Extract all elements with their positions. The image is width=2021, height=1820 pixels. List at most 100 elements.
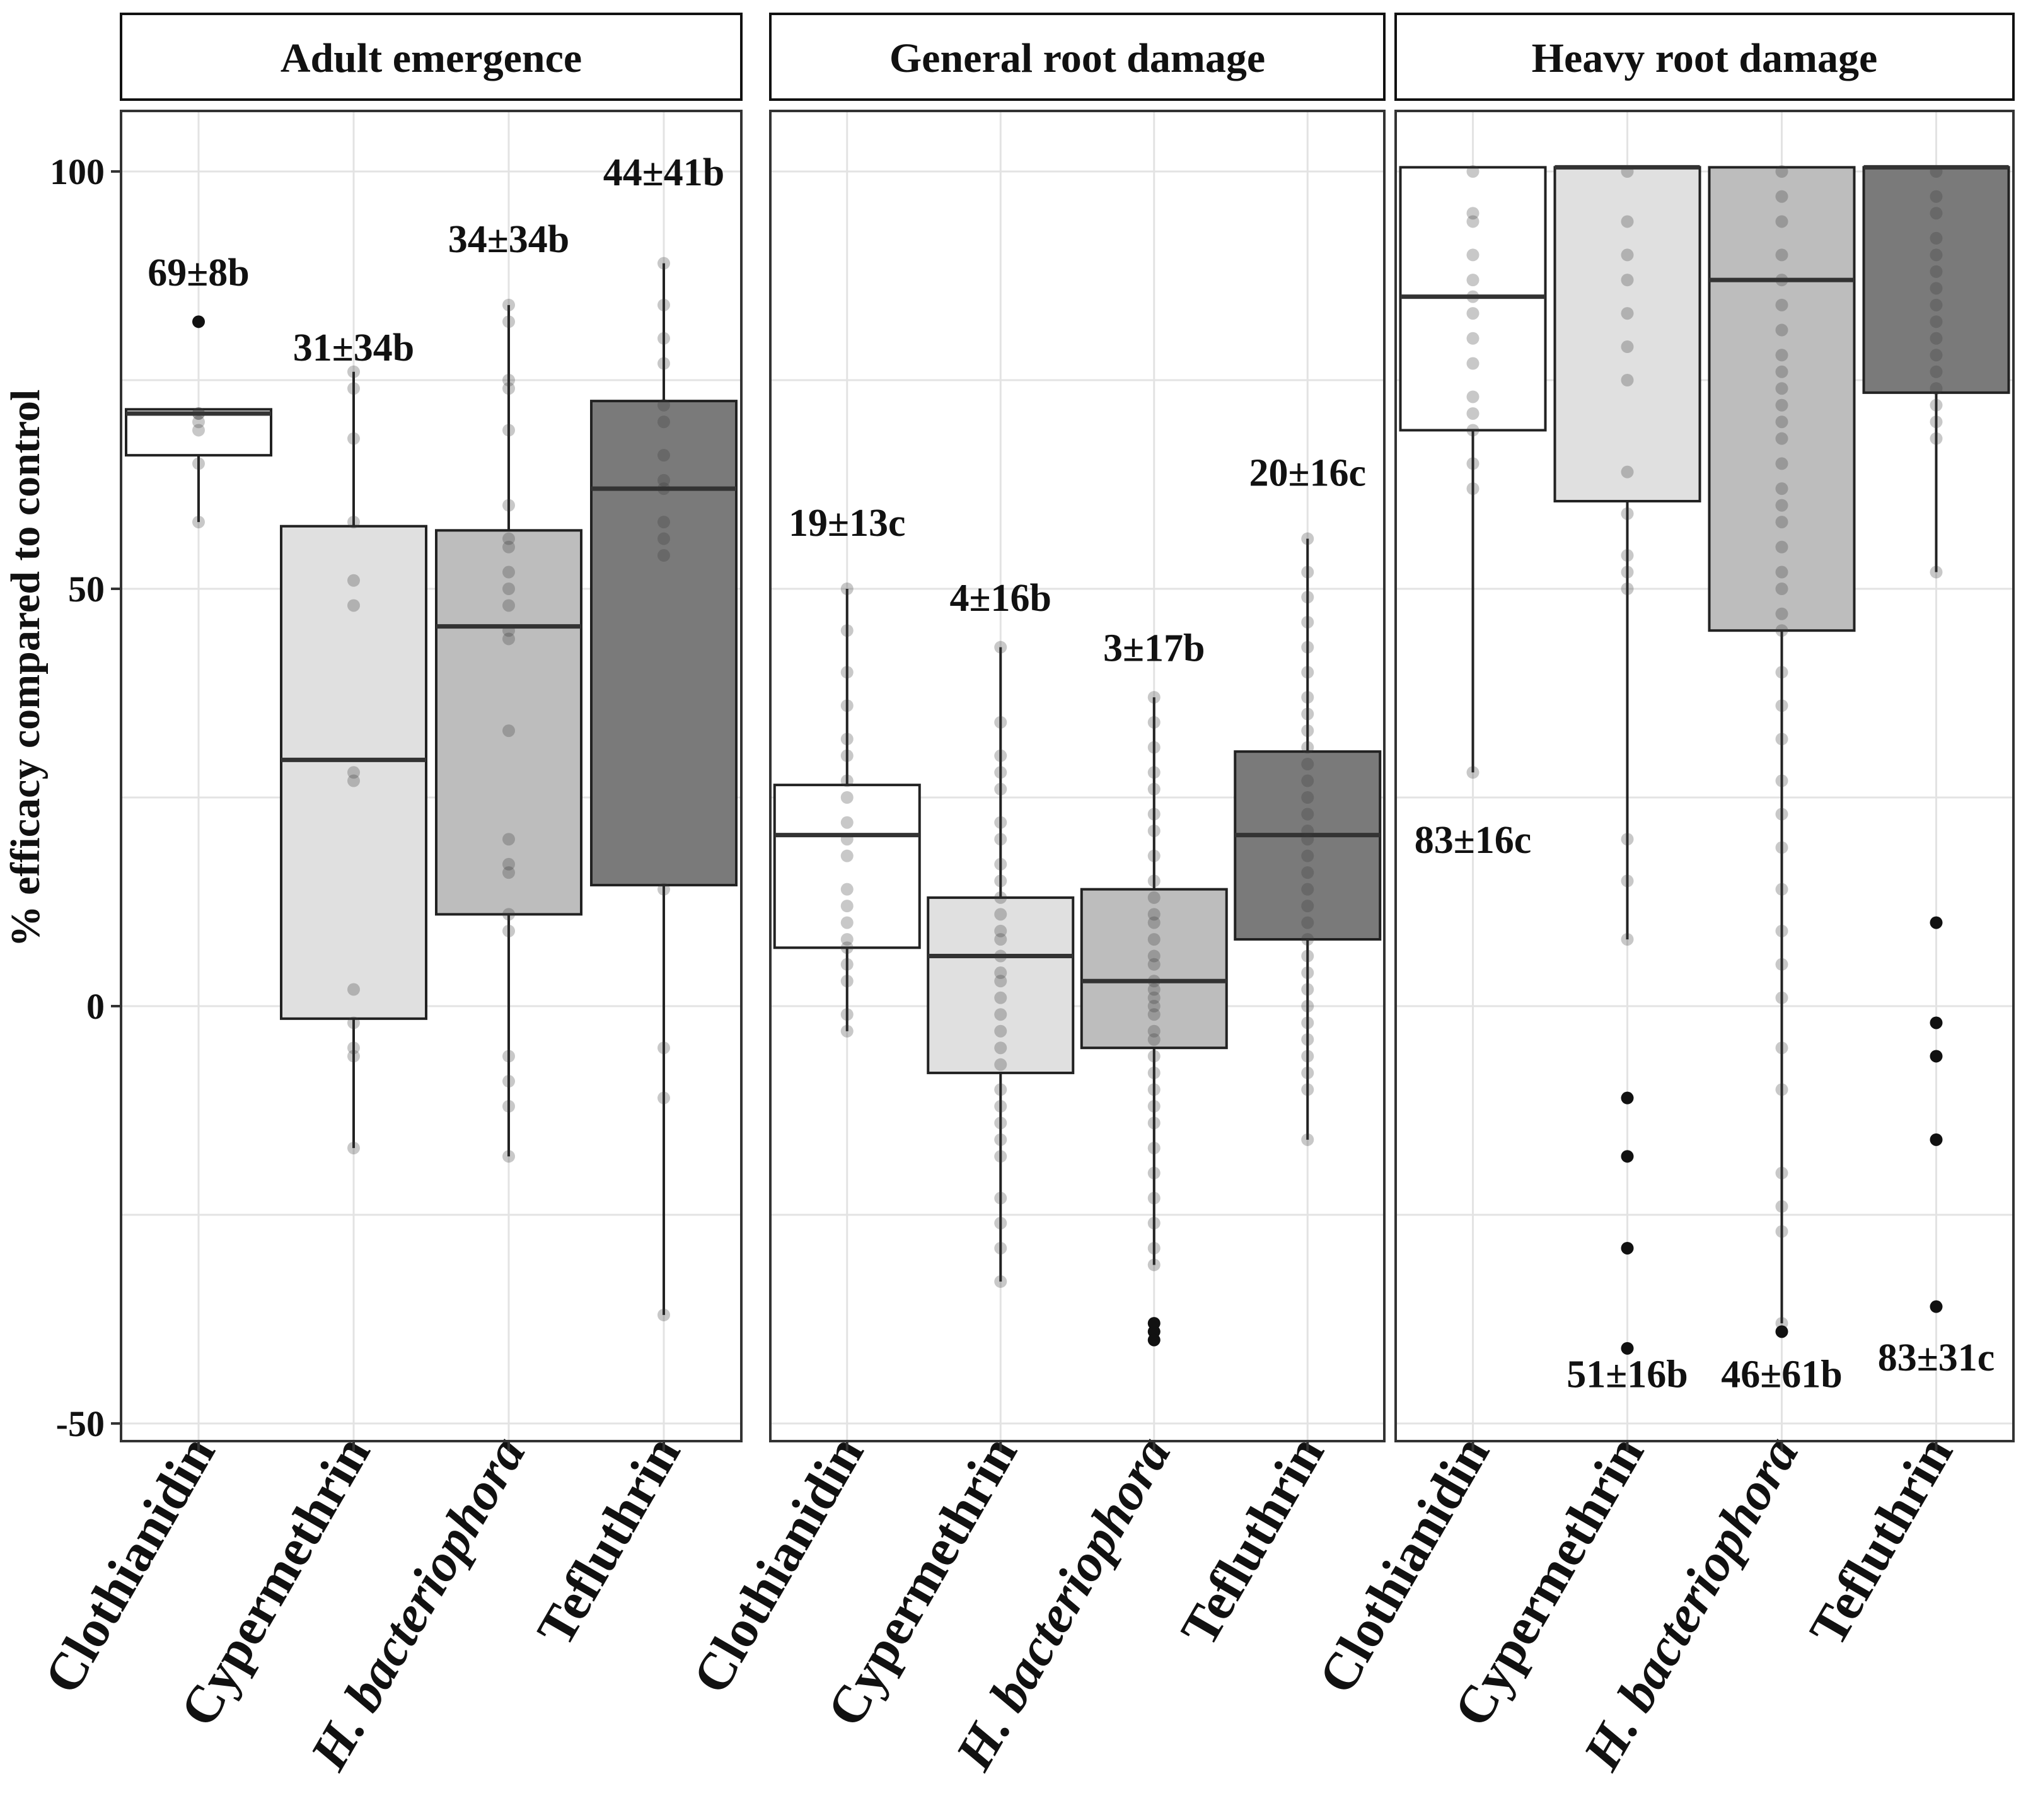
data-point [840, 816, 854, 829]
data-point [1301, 916, 1314, 929]
box-group-3: 3±17b [1080, 627, 1228, 1347]
data-point [1466, 766, 1480, 779]
data-point [1147, 958, 1161, 971]
outlier-point [1621, 1150, 1634, 1163]
outlier-point [1147, 1333, 1161, 1347]
data-point [1621, 833, 1634, 846]
data-point [347, 516, 360, 529]
data-point [840, 941, 854, 954]
data-point [1621, 215, 1634, 228]
data-point [994, 874, 1007, 888]
data-point [1775, 382, 1788, 395]
data-point [1301, 640, 1314, 654]
box-annotation: 20±16c [1249, 452, 1366, 495]
data-point [994, 749, 1007, 762]
data-point [1466, 424, 1480, 437]
box-group-2: 31±34b [280, 327, 427, 1155]
box-annotation: 46±61b [1721, 1353, 1843, 1396]
data-point [1775, 323, 1788, 337]
outlier-point [1930, 1016, 1943, 1029]
data-point [1930, 349, 1943, 362]
data-point [347, 1041, 360, 1055]
data-point [1775, 699, 1788, 712]
data-point [657, 1308, 670, 1321]
data-point [840, 1008, 854, 1021]
data-point [502, 624, 515, 637]
data-point [840, 666, 854, 679]
data-point [1930, 298, 1943, 311]
data-point [1147, 1099, 1161, 1113]
box-iqr [773, 784, 921, 949]
box-group-3: 34±34b [435, 218, 582, 1163]
data-point [502, 315, 515, 328]
data-point [192, 407, 205, 420]
data-point [1301, 933, 1314, 946]
y-tick-label: 50 [68, 569, 105, 610]
data-point [1621, 565, 1634, 579]
box-annotation: 69±8b [148, 252, 250, 294]
data-point [347, 1142, 360, 1155]
data-point [502, 1050, 515, 1063]
data-point [840, 833, 854, 846]
data-point [1301, 808, 1314, 821]
data-point [1775, 516, 1788, 529]
data-point [1621, 248, 1634, 262]
box-iqr [1862, 166, 2010, 394]
panels: Adult emergence69±8bClothianidin31±34bCy… [33, 13, 2015, 1780]
data-point [1775, 883, 1788, 896]
data-point [502, 1099, 515, 1113]
data-point [1621, 507, 1634, 520]
box-iqr [435, 529, 582, 916]
box-iqr [1708, 166, 1856, 632]
data-point [1147, 1083, 1161, 1096]
data-point [994, 640, 1007, 654]
data-point [1147, 908, 1161, 921]
data-point [1930, 332, 1943, 345]
data-point [1621, 933, 1634, 946]
data-point [1466, 165, 1480, 178]
box-group-1: 19±13c [773, 502, 921, 1038]
data-point [840, 791, 854, 804]
data-point [657, 516, 670, 529]
box-iqr [927, 896, 1075, 1074]
data-point [1775, 1225, 1788, 1238]
data-point [1775, 1166, 1788, 1180]
data-point [1775, 991, 1788, 1004]
panel-2: General root damage19±13cClothianidin4±1… [681, 13, 1386, 1780]
x-tick-label: Tefluthrin [1169, 1427, 1335, 1655]
box-group-4: 44±41b [590, 151, 738, 1321]
data-point [994, 891, 1007, 904]
data-point [840, 975, 854, 988]
data-point [502, 599, 515, 612]
y-axis: 100 50 0 -50 [50, 151, 121, 1444]
data-point [1301, 1000, 1314, 1012]
box-annotation: 19±13c [789, 502, 906, 545]
data-point [1147, 916, 1161, 929]
data-point [840, 883, 854, 896]
box-group-3: 46±61b [1708, 165, 1856, 1396]
data-point [1301, 615, 1314, 629]
data-point [1775, 774, 1788, 787]
box-annotation: 83±31c [1878, 1336, 1995, 1379]
data-point [1147, 1258, 1161, 1272]
data-point [657, 883, 670, 896]
data-point [1301, 666, 1314, 679]
data-point [1621, 274, 1634, 287]
data-point [840, 624, 854, 637]
data-point [192, 457, 205, 470]
data-point [1147, 1033, 1161, 1046]
data-point [502, 1075, 515, 1088]
data-point [502, 374, 515, 386]
data-point [1621, 549, 1634, 562]
data-point [1301, 1033, 1314, 1046]
box-annotation: 34±34b [448, 218, 570, 261]
data-point [657, 532, 670, 545]
data-point [994, 966, 1007, 980]
data-point [1621, 583, 1634, 595]
data-point [840, 749, 854, 762]
data-point [1621, 874, 1634, 888]
data-point [1775, 215, 1788, 228]
data-point [1775, 190, 1788, 203]
outlier-point [1930, 1300, 1943, 1313]
data-point [502, 424, 515, 437]
